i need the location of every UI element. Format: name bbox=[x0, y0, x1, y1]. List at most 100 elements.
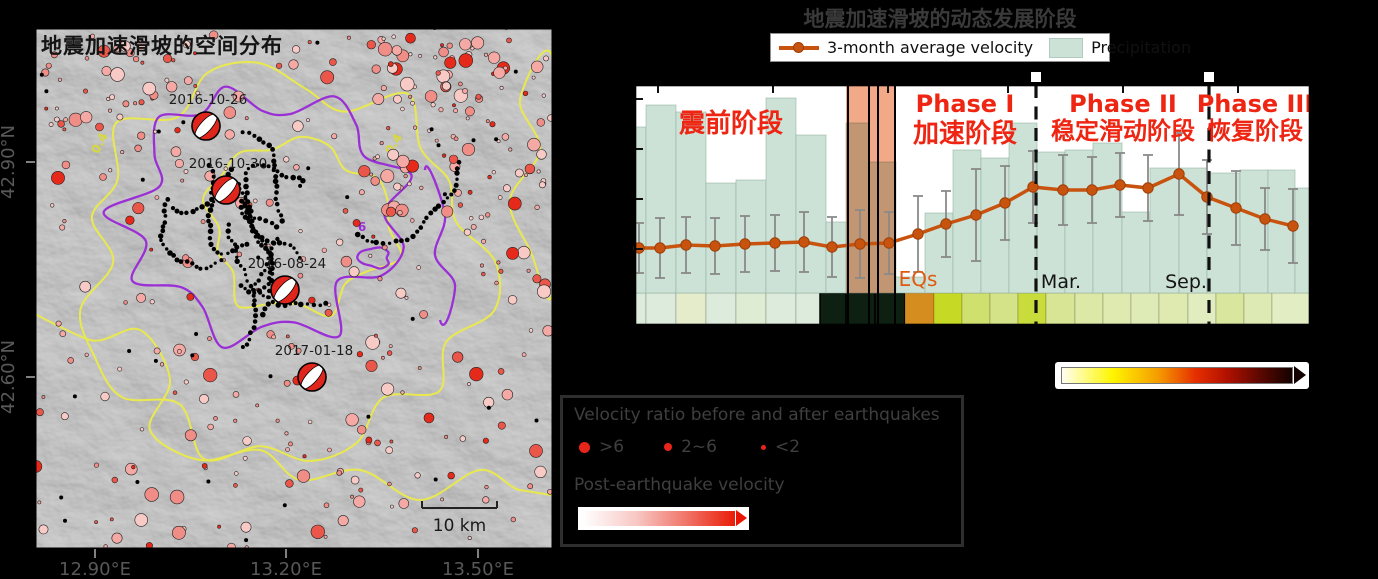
yellow-contour-south bbox=[35, 298, 553, 502]
map-legend-title: Velocity ratio before and after earthqua… bbox=[574, 405, 940, 425]
heatmap-cell bbox=[1271, 292, 1311, 326]
precipitation-bar bbox=[1121, 211, 1151, 294]
heatmap-cell bbox=[819, 292, 847, 326]
precipitation-bar bbox=[1206, 172, 1241, 294]
velocity-marker bbox=[1201, 191, 1213, 203]
heatmap-cell bbox=[961, 292, 991, 326]
ratio-label-medium: 2~6 bbox=[681, 437, 717, 457]
precipitation-bar bbox=[705, 182, 737, 294]
dash-cap bbox=[1031, 72, 1041, 82]
post-eq-velocity-colorbar bbox=[578, 507, 749, 530]
lon-tick-label: 13.20°E bbox=[250, 559, 322, 579]
white-to-red-gradient bbox=[583, 511, 735, 526]
heatmap-cell bbox=[645, 292, 677, 326]
velocity-marker-sample bbox=[793, 42, 804, 53]
chart-frame bbox=[633, 83, 1312, 327]
beachball-date-label: 2016-10-26 bbox=[169, 92, 247, 108]
map-title: 地震加速滑坡的空间分布 bbox=[41, 34, 283, 58]
precipitation-bar bbox=[1036, 151, 1066, 294]
phase-label: Phase II bbox=[1069, 90, 1177, 118]
velocity-heatmap-colorbar bbox=[1055, 362, 1309, 389]
ratio-dot-medium bbox=[664, 443, 673, 451]
lat-tick-label: 42.60°N bbox=[0, 340, 19, 414]
heatmap-cell bbox=[795, 292, 821, 326]
heatmap-cell bbox=[845, 292, 876, 326]
scale-bar bbox=[421, 501, 498, 509]
heatmap-cell bbox=[874, 292, 906, 326]
map-inner: 0.4 0.462016-10-262016-10-302016-08-24201… bbox=[35, 28, 553, 549]
velocity-marker bbox=[1173, 168, 1185, 180]
precipitation-bar bbox=[1178, 167, 1208, 294]
velocity-marker bbox=[912, 228, 924, 240]
heatmap-cell bbox=[675, 292, 707, 326]
purple-contour-east bbox=[423, 165, 457, 326]
ratio-dot-large bbox=[579, 441, 590, 453]
heatmap-cell bbox=[765, 292, 797, 326]
velocity-marker bbox=[1086, 184, 1098, 196]
velocity-marker bbox=[1114, 179, 1126, 191]
heatmap-cell bbox=[1074, 292, 1104, 326]
chart-legend: 3-month average velocity Precipitation bbox=[770, 33, 1191, 62]
heatmap-cell bbox=[933, 292, 963, 326]
heatmap-cell bbox=[735, 292, 767, 326]
contour-label: 6 bbox=[358, 220, 366, 234]
velocity-marker bbox=[739, 238, 751, 250]
heatmap-cell bbox=[1102, 292, 1132, 326]
velocity-ratio-classes: >6 2~6 <2 bbox=[579, 437, 961, 457]
velocity-marker bbox=[1287, 220, 1299, 232]
precipitation-bar bbox=[1239, 169, 1269, 294]
precipitation-bar bbox=[1149, 167, 1180, 294]
map-panel: 0.4 0.462016-10-262016-10-302016-08-24201… bbox=[0, 26, 555, 579]
lat-tick-label: 42.90°N bbox=[0, 125, 19, 199]
chart-ticks bbox=[635, 85, 1239, 250]
heatmap-cell bbox=[1017, 292, 1047, 326]
colorbar-arrow-icon bbox=[1294, 366, 1306, 384]
precipitation-bar bbox=[825, 221, 847, 294]
velocity-marker bbox=[1259, 213, 1271, 225]
heatmap-cell bbox=[1130, 292, 1160, 326]
map-legend: Velocity ratio before and after earthqua… bbox=[560, 395, 964, 547]
phase-label: Phase III bbox=[1197, 90, 1314, 118]
heatmap-cell bbox=[989, 292, 1019, 326]
phase-label: Phase I bbox=[916, 90, 1015, 118]
post-eq-velocity-label: Post-earthquake velocity bbox=[574, 475, 785, 495]
precipitation-bar bbox=[795, 134, 827, 294]
precipitation-bar bbox=[645, 104, 677, 294]
velocity-legend-label: 3-month average velocity bbox=[827, 38, 1034, 57]
phase-label: 稳定滑动阶段 bbox=[1051, 117, 1195, 145]
velocity-marker bbox=[940, 218, 952, 230]
precipitation-bar bbox=[675, 111, 707, 294]
beachball-date-label: 2017-01-18 bbox=[275, 343, 353, 359]
eqs-label: EQs bbox=[899, 267, 938, 291]
focal-mechanism bbox=[191, 111, 221, 141]
heatmap-cell bbox=[904, 292, 935, 326]
phase-label: 震前阶段 bbox=[679, 108, 783, 139]
beachball-date-label: 2016-10-30 bbox=[189, 156, 267, 172]
chart-title: 地震加速滑坡的动态发展阶段 bbox=[803, 7, 1077, 31]
phase-label: 加速阶段 bbox=[913, 118, 1017, 149]
ratio-label-large: >6 bbox=[599, 437, 625, 457]
heatmap-cell bbox=[634, 292, 647, 326]
month-label: Sep. bbox=[1165, 271, 1207, 293]
month-label: Mar. bbox=[1041, 271, 1081, 293]
velocity-marker bbox=[883, 237, 895, 249]
precipitation-legend-label: Precipitation bbox=[1091, 38, 1192, 57]
heatmap-cell bbox=[1045, 292, 1076, 326]
velocity-marker bbox=[854, 238, 866, 250]
phase-dividers bbox=[1034, 85, 1211, 325]
colorbar-arrow-icon bbox=[736, 510, 747, 526]
heatmap-cell bbox=[1215, 292, 1245, 326]
inner-yellow-contour bbox=[201, 135, 403, 318]
phase-label: 恢复阶段 bbox=[1207, 117, 1303, 145]
lon-tick-label: 12.90°E bbox=[59, 559, 131, 579]
heatmap-cell bbox=[1187, 292, 1217, 326]
precipitation-bar bbox=[1294, 187, 1311, 294]
focal-mechanism bbox=[297, 362, 327, 392]
velocity-marker bbox=[709, 240, 721, 252]
velocity-marker bbox=[798, 236, 810, 248]
precipitation-swatch bbox=[1049, 37, 1084, 58]
precipitation-bar bbox=[735, 179, 767, 294]
ratio-dot-small bbox=[760, 444, 766, 450]
velocity-markers bbox=[633, 168, 1299, 254]
